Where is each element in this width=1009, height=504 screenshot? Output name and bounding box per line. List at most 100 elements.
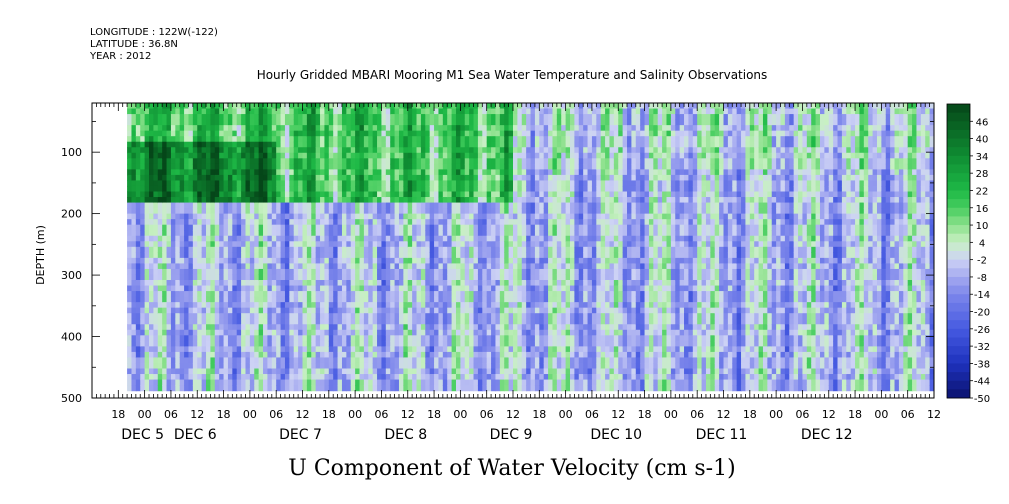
heatmap-cell xyxy=(455,213,461,220)
heatmap-cell xyxy=(420,103,426,110)
heatmap-cell xyxy=(337,257,343,265)
heatmap-cell xyxy=(289,362,295,370)
heatmap-cell xyxy=(131,230,137,237)
heatmap-cell xyxy=(179,141,185,148)
heatmap-cell xyxy=(149,385,154,392)
heatmap-cell xyxy=(385,374,391,381)
heatmap-cell xyxy=(412,141,418,148)
heatmap-cell xyxy=(495,252,501,259)
heatmap-cell xyxy=(289,169,295,176)
heatmap-cell xyxy=(179,197,185,204)
heatmap-cell xyxy=(403,379,409,386)
heatmap-cell xyxy=(377,274,383,281)
heatmap-cell xyxy=(289,197,295,204)
heatmap-cell xyxy=(385,318,391,325)
heatmap-cell xyxy=(293,268,299,276)
heatmap-cell xyxy=(420,340,426,347)
heatmap-cell xyxy=(219,351,225,359)
heatmap-cell xyxy=(464,158,470,165)
heatmap-cell xyxy=(521,362,527,370)
heatmap-cell xyxy=(363,302,369,309)
heatmap-cell xyxy=(184,346,190,353)
heatmap-cell xyxy=(153,141,159,148)
heatmap-cell xyxy=(407,197,413,204)
heatmap-cell xyxy=(368,169,374,176)
heatmap-cell xyxy=(328,263,334,270)
heatmap-cell xyxy=(447,379,453,386)
heatmap-cell xyxy=(355,158,361,165)
heatmap-cell xyxy=(504,108,510,115)
heatmap-cell xyxy=(539,130,545,137)
heatmap-cell xyxy=(504,147,510,154)
heatmap-cell xyxy=(280,158,286,165)
heatmap-cell xyxy=(469,335,475,342)
heatmap-cell xyxy=(491,362,497,370)
heatmap-cell xyxy=(302,180,308,187)
heatmap-cell xyxy=(284,108,290,115)
heatmap-cell xyxy=(455,335,461,342)
heatmap-cell xyxy=(258,202,264,209)
heatmap-cell xyxy=(149,335,154,342)
heatmap-cell xyxy=(184,252,190,259)
heatmap-cell xyxy=(254,136,260,143)
heatmap-cell xyxy=(517,224,523,231)
heatmap-cell xyxy=(434,191,440,198)
heatmap-cell xyxy=(398,125,404,132)
heatmap-cell xyxy=(447,147,453,154)
heatmap-cell xyxy=(241,313,247,320)
heatmap-cell xyxy=(197,119,203,126)
heatmap-cell xyxy=(241,219,247,226)
heatmap-cell xyxy=(258,224,264,231)
heatmap-cell xyxy=(526,114,532,121)
heatmap-cell xyxy=(381,252,387,259)
heatmap-cell xyxy=(438,252,444,259)
heatmap-cell xyxy=(368,385,374,392)
heatmap-cell xyxy=(460,296,466,303)
heatmap-cell xyxy=(254,158,260,165)
heatmap-cell xyxy=(368,313,374,320)
heatmap-cell xyxy=(390,335,396,342)
heatmap-cell xyxy=(188,235,194,242)
heatmap-cell xyxy=(258,119,264,126)
heatmap-cell xyxy=(416,318,422,325)
heatmap-cell xyxy=(508,152,514,159)
heatmap-cell xyxy=(219,329,225,336)
heatmap-cell xyxy=(442,185,448,193)
heatmap-cell xyxy=(302,152,308,159)
heatmap-cell xyxy=(324,296,330,303)
heatmap-cell xyxy=(403,219,409,226)
heatmap-cell xyxy=(276,136,282,143)
heatmap-cell xyxy=(504,296,510,303)
heatmap-cell xyxy=(149,313,154,320)
heatmap-cell xyxy=(280,219,286,226)
heatmap-cell xyxy=(442,296,448,303)
heatmap-cell xyxy=(508,141,514,148)
heatmap-cell xyxy=(530,302,536,309)
heatmap-cell xyxy=(381,169,387,176)
heatmap-cell xyxy=(232,340,238,347)
heatmap-cell xyxy=(377,213,383,220)
heatmap-cell xyxy=(499,241,505,248)
heatmap-cell xyxy=(135,291,141,298)
heatmap-cell xyxy=(491,351,497,359)
heatmap-cell xyxy=(513,368,518,375)
heatmap-cell xyxy=(276,230,282,237)
heatmap-cell xyxy=(306,174,312,182)
heatmap-cell xyxy=(521,351,527,359)
heatmap-cell xyxy=(175,357,181,364)
heatmap-cell xyxy=(420,313,426,320)
heatmap-cell xyxy=(372,385,378,392)
heatmap-cell xyxy=(412,385,418,392)
heatmap-cell xyxy=(447,130,453,137)
heatmap-cell xyxy=(192,197,198,204)
heatmap-cell xyxy=(188,163,194,170)
heatmap-cell xyxy=(368,136,374,143)
heatmap-cell xyxy=(245,296,251,303)
heatmap-cell xyxy=(412,346,418,353)
heatmap-cell xyxy=(447,219,453,226)
heatmap-cell xyxy=(372,169,378,176)
heatmap-cell xyxy=(140,136,146,143)
heatmap-cell xyxy=(377,202,383,209)
heatmap-cell xyxy=(521,368,527,375)
